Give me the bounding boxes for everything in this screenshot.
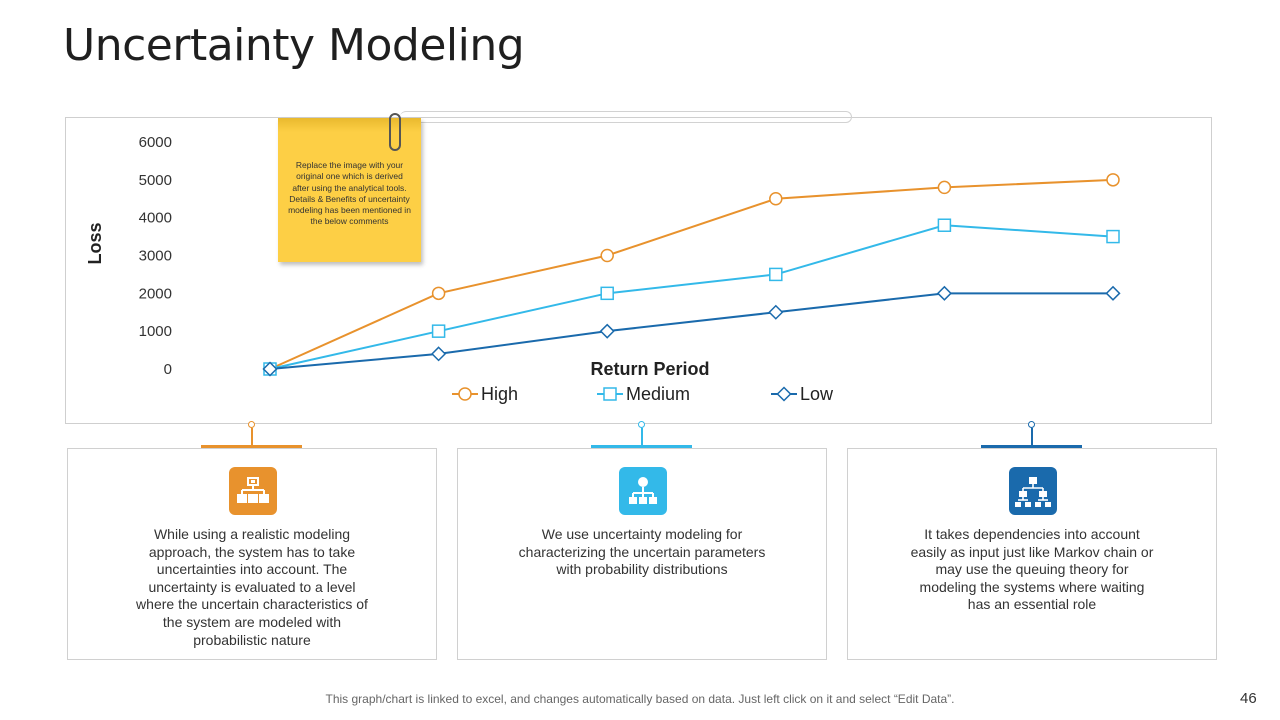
legend-marker: [458, 387, 472, 401]
data-point-medium: [769, 267, 783, 282]
data-point-medium: [1106, 229, 1120, 244]
x-axis-title: Return Period: [590, 359, 709, 379]
paperclip-icon: [389, 113, 401, 151]
y-tick-label: 5000: [139, 172, 172, 189]
card-connector: [641, 428, 643, 447]
line-chart[interactable]: 0 1000 2000 3000 4000 5000 6000 Loss Return Peri…: [65, 117, 1212, 424]
series-line-low: [269, 292, 1113, 370]
y-tick-label: 4000: [139, 210, 172, 227]
page-number: 46: [1240, 690, 1257, 707]
data-point-high: [769, 192, 783, 206]
data-point-high: [1106, 173, 1120, 187]
card-connector-dot: [248, 421, 255, 428]
data-point-low: [936, 285, 952, 301]
legend-marker: [603, 387, 617, 401]
card-accent-bar: [201, 445, 302, 448]
org-chart-icon: [1009, 467, 1057, 515]
y-tick-label: 6000: [139, 134, 172, 151]
sticky-note[interactable]: Replace the image with your original one…: [278, 118, 421, 262]
data-point-high: [600, 248, 614, 263]
card-accent-bar: [591, 445, 692, 448]
legend-label: High: [481, 384, 518, 404]
footer-note: This graph/chart is linked to excel, and…: [325, 692, 955, 706]
paperclip-rail: [400, 111, 852, 123]
data-point-low: [599, 323, 615, 339]
data-point-medium: [600, 286, 614, 301]
card-text: We use uncertainty modeling for characte…: [518, 526, 766, 578]
data-point-low: [262, 361, 278, 377]
card-connector: [1031, 428, 1033, 447]
data-point-high: [431, 286, 446, 301]
data-point-high: [937, 180, 952, 195]
legend-marker: [776, 386, 792, 402]
card-text: While using a realistic modeling approac…: [136, 526, 368, 648]
data-point-low: [768, 304, 784, 320]
card-connector: [251, 428, 253, 447]
chart-canvas: 0 1000 2000 3000 4000 5000 6000 Loss Return Peri…: [85, 134, 1121, 404]
card-text: It takes dependencies into account easil…: [910, 526, 1154, 613]
hierarchy-icon: [229, 467, 277, 515]
legend-label: Medium: [626, 384, 690, 404]
y-tick-label: 1000: [139, 323, 172, 340]
y-tick-label: 0: [164, 361, 172, 378]
y-axis-title: Loss: [85, 222, 105, 264]
series-line-high: [269, 178, 1114, 370]
series-line-medium: [269, 224, 1114, 370]
y-tick-label: 3000: [139, 248, 172, 265]
data-point-low: [1105, 285, 1121, 301]
card-connector-dot: [638, 421, 645, 428]
sticky-note-text: Replace the image with your original one…: [288, 160, 411, 227]
legend-label: Low: [800, 384, 834, 404]
info-card-3: It takes dependencies into account easil…: [847, 448, 1217, 660]
data-point-medium: [431, 324, 446, 338]
page-title: Uncertainty Modeling: [63, 20, 525, 71]
tree-diagram-icon: [619, 467, 667, 515]
y-tick-label: 2000: [139, 285, 172, 302]
data-point-low: [431, 346, 447, 362]
info-card-2: We use uncertainty modeling for characte…: [457, 448, 827, 660]
card-connector-dot: [1028, 421, 1035, 428]
info-card-1: While using a realistic modeling approac…: [67, 448, 437, 660]
card-accent-bar: [981, 445, 1082, 448]
data-point-medium: [937, 218, 952, 232]
